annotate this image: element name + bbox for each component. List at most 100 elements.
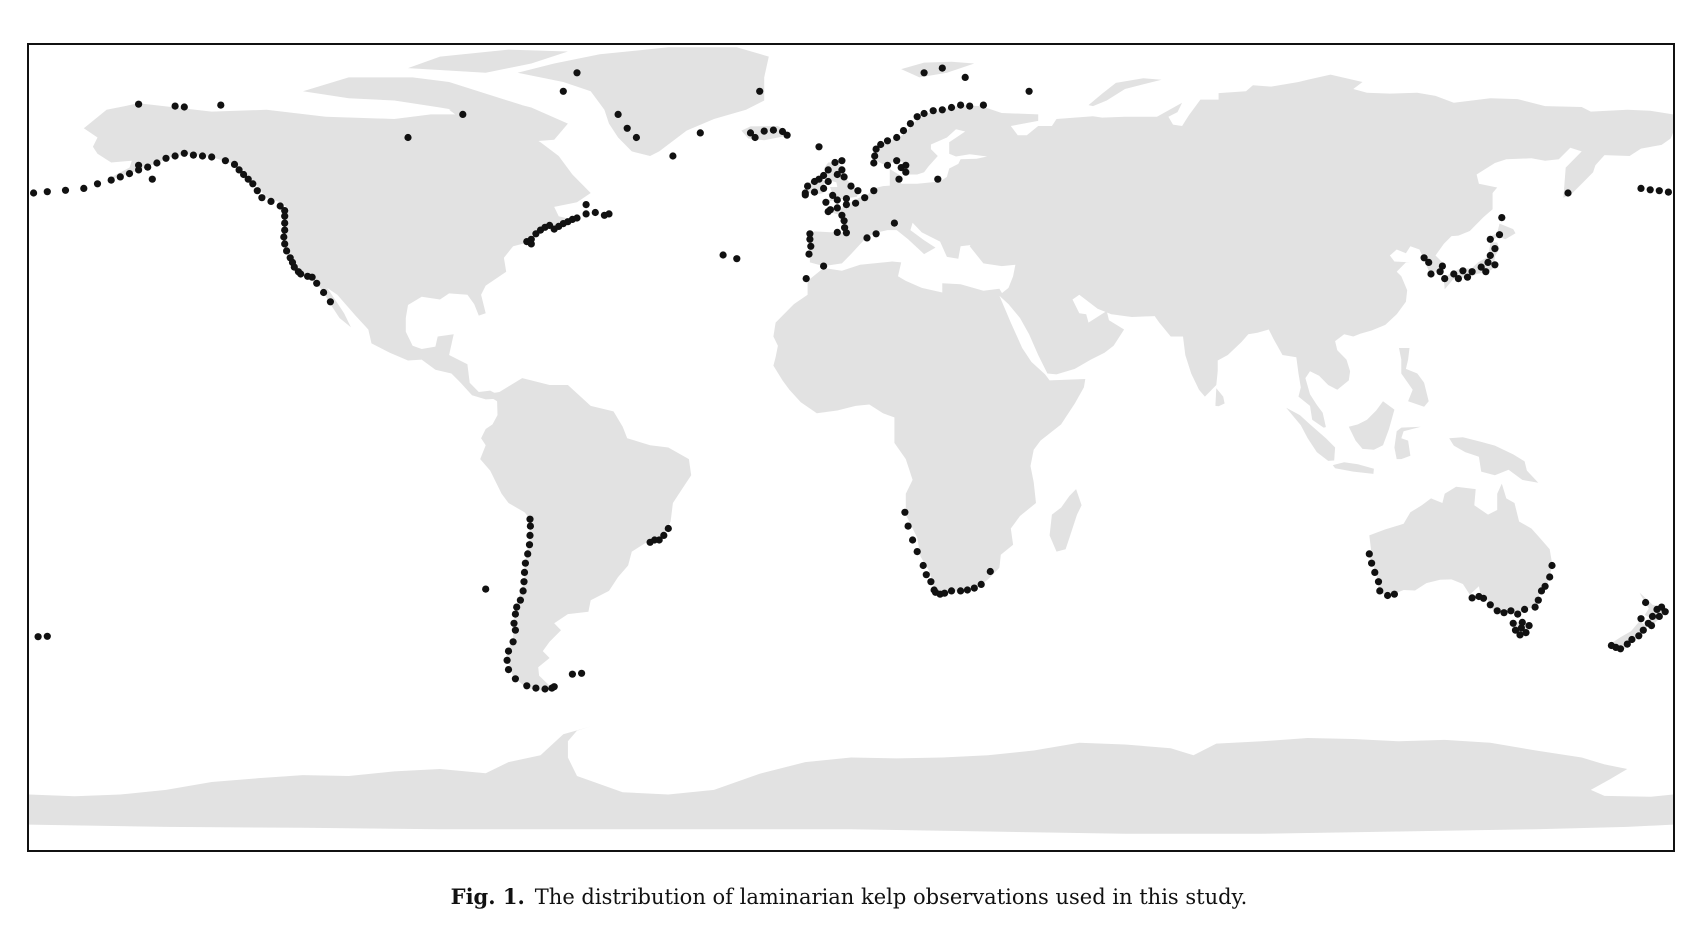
observation-cluster-25 [1607,598,1669,653]
observation-point [404,133,412,142]
observation-cluster-9 [824,187,878,232]
observation-point [877,140,885,149]
observation-point [525,541,534,549]
observation-point [510,619,518,627]
observation-point [893,157,901,165]
observation-point [801,191,809,199]
observation-point [1495,231,1504,239]
observation-point [756,87,764,95]
observation-point [30,189,38,197]
observation-point [235,166,243,174]
observation-point [901,508,909,516]
observation-point [906,120,915,128]
observation-point [947,587,956,595]
observation-cluster-24 [1468,561,1556,639]
land-arctic-islands-2 [408,49,568,73]
observation-point [230,160,239,168]
observation-point [1517,624,1525,632]
observation-point [970,584,978,592]
observation-point [297,270,305,278]
observation-point [504,647,513,655]
observation-point [1365,550,1373,558]
observation-point [34,633,42,641]
observation-point [870,187,878,195]
observation-point [573,69,581,77]
observation-point [249,180,257,188]
observation-cluster-19 [482,515,556,693]
observation-point [863,234,871,242]
observation-point [180,103,188,111]
observation-point [1648,612,1657,621]
figure-caption-text: The distribution of laminarian kelp obse… [534,885,1248,909]
observation-point [208,153,216,161]
observation-point [1564,189,1572,197]
observation-point [1531,603,1539,611]
observation-point [135,161,143,169]
observation-cluster-1 [135,100,225,183]
observation-point [947,103,956,112]
observation-point [116,173,124,181]
observation-point [527,240,535,248]
observation-point [511,626,519,634]
observation-point [986,567,994,576]
observation-point [217,101,225,109]
observation-point [1427,270,1435,278]
observation-point [806,230,814,238]
observation-cluster-13 [802,228,851,283]
observation-point [977,580,985,589]
observation-point [240,170,248,179]
observation-point [459,110,467,118]
observation-point [526,531,534,539]
observation-point [1546,573,1554,581]
land-nz-south [1611,621,1647,650]
observation-point [520,568,529,577]
observation-point [1450,270,1458,278]
observation-point [1484,258,1492,266]
observation-point [568,670,577,678]
observation-point [320,288,328,297]
observation-point [524,550,532,558]
observation-point [1463,273,1472,281]
observation-point [1498,214,1506,222]
observation-point [632,133,641,142]
observation-point [1371,568,1379,577]
observation-point [1507,607,1515,615]
observation-point [43,188,51,196]
observation-point [1516,631,1524,639]
observation-point [526,522,534,530]
observation-point [281,207,289,215]
observation-point [664,524,672,533]
observation-point [1454,275,1462,283]
observation-point [276,202,284,210]
observation-point [883,161,892,169]
land-sri-lanka [1215,388,1225,407]
observation-point [582,201,590,209]
observation-point [1635,632,1643,640]
observation-point [1548,561,1556,570]
observation-point [144,163,152,171]
observation-point [1511,626,1520,634]
observation-point [897,164,905,172]
observation-point [1420,254,1428,262]
observation-point [308,273,316,281]
observation-point [934,175,942,183]
observation-cluster-2 [208,153,289,215]
observation-point [842,229,851,237]
observation-point [591,208,599,217]
figure-caption: Fig. 1. The distribution of laminarian ke… [0,884,1698,909]
observation-point [1436,268,1444,276]
observation-point [1637,615,1645,623]
land-masses [29,47,1673,834]
observation-point [221,157,229,165]
observation-point [1438,262,1446,270]
observation-point [815,143,823,151]
observation-point [820,184,828,192]
observation-point [1025,87,1033,95]
observation-point [1425,258,1433,266]
observation-point [504,666,513,674]
observation-point [281,219,289,227]
observation-point [927,578,935,586]
observation-point [511,610,519,618]
observation-point [733,255,741,263]
land-north-america [83,103,591,400]
